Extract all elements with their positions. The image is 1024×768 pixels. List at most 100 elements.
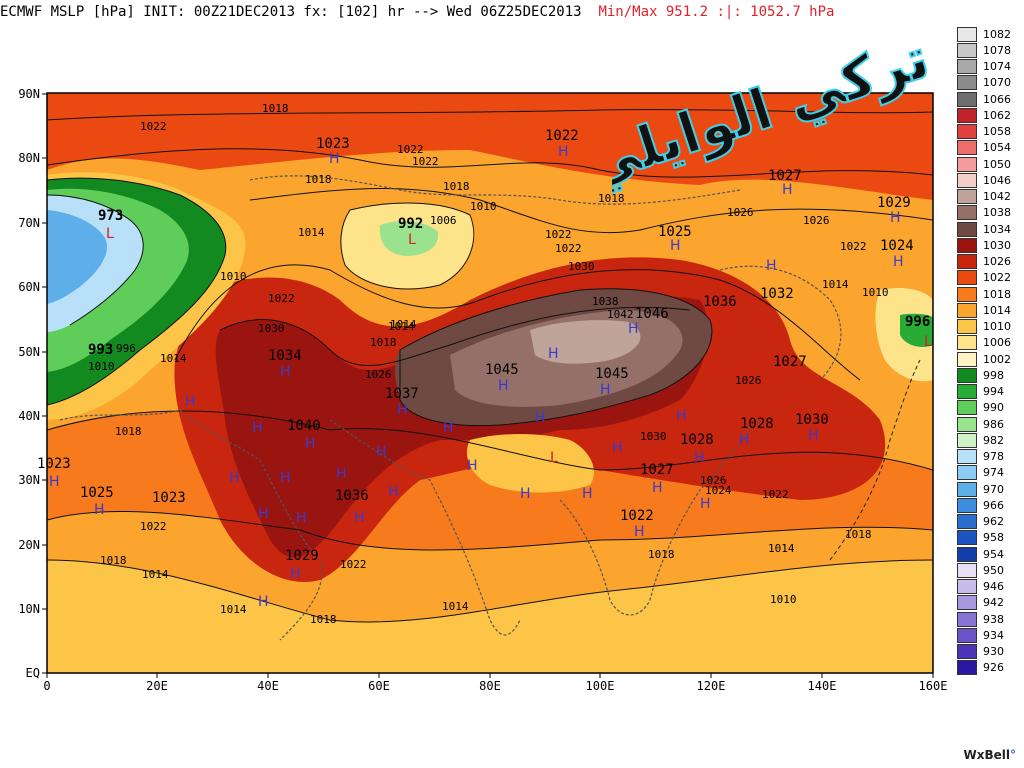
x-axis: 0 20E 40E 60E 80E 100E 120E 140E 160E [43,679,947,693]
legend-swatch [957,432,977,448]
high-symbol: H [443,420,454,436]
isobar-label: 1022 [545,128,579,144]
legend-label: 986 [983,417,1004,431]
isobar-label: 1040 [287,418,321,434]
legend-swatch [957,26,977,42]
low-value-label: 973 [98,208,123,224]
isobar-label: 1018 [100,554,127,567]
isobar-label: 1010 [470,200,497,213]
isobar-label: 1037 [385,386,419,402]
legend-row: 1074 [957,59,1019,75]
high-symbol: H [252,420,263,436]
legend-label: 982 [983,433,1004,447]
high-symbol: H [258,506,269,522]
pressure-centers: H H H H H H H H H H H H H H H H H H H H … [49,144,932,610]
legend-swatch [957,449,977,465]
legend-row: 938 [957,611,1019,627]
color-legend: 1082 1078 1074 1070 1066 1062 1058 1054 1050 1046… [957,26,1019,676]
y-axis: 90N 80N 70N 60N 50N 40N 30N 20N 10N EQ [18,87,40,680]
high-symbol: H [467,458,478,474]
isobar-label: 1022 [620,508,654,524]
high-symbol: H [808,428,819,444]
legend-swatch [957,91,977,107]
legend-swatch [957,595,977,611]
high-symbol: H [634,524,645,540]
legend-swatch [957,611,977,627]
isobar-label: 1014 [142,568,169,581]
coastline [59,409,323,641]
legend-label: 1042 [983,190,1011,204]
legend-row: 962 [957,514,1019,530]
high-symbol: H [766,258,777,274]
legend-label: 938 [983,612,1004,626]
isobar-label: 1018 [115,425,142,438]
isobar-label: 1045 [485,362,519,378]
isobar-label: 1028 [740,416,774,432]
legend-swatch [957,107,977,123]
coastlines [59,175,842,641]
legend-swatch [957,302,977,318]
legend-label: 1022 [983,271,1011,285]
isobar-label: 1024 [705,484,732,497]
high-symbol: H [739,432,750,448]
legend-label: 946 [983,580,1004,594]
high-symbol: H [670,238,681,254]
isobar-label: 1014 [442,600,469,613]
isobar-label: 1022 [555,242,582,255]
high-symbol: H [280,364,291,380]
legend-label: 1002 [983,352,1011,366]
isobar-label: 1022 [545,228,572,241]
arabic-watermark: تركي الوايلي [612,25,938,200]
legend-label: 974 [983,466,1004,480]
legend-row: 1078 [957,42,1019,58]
legend-label: 966 [983,498,1004,512]
legend-label: 970 [983,482,1004,496]
legend-label: 1034 [983,222,1011,236]
isobar-line [47,559,933,623]
high-symbol: H [258,594,269,610]
isobar-label: 1018 [305,173,332,186]
isobar-label: 1030 [258,322,285,335]
y-ticks [42,93,47,674]
legend-label: 990 [983,401,1004,415]
isobar-label: 1029 [285,548,319,564]
legend-label: 1030 [983,238,1011,252]
logo-dot-icon: ° [1010,748,1016,762]
legend-row: 1042 [957,189,1019,205]
min-max-readout: Min/Max 951.2 :|: 1052.7 hPa [598,4,835,20]
legend-label: 1010 [983,320,1011,334]
high-symbol: H [185,394,196,410]
legend-swatch [957,384,977,400]
legend-swatch [957,286,977,302]
isobar-label: 1026 [803,214,830,227]
legend-row: 1054 [957,140,1019,156]
isobar-label: 1022 [412,155,439,168]
legend-label: 1006 [983,336,1011,350]
lon-label-80e: 80E [479,679,501,693]
legend-swatch [957,270,977,286]
legend-label: 954 [983,547,1004,561]
isobar-label: 1036 [703,294,737,310]
isobar-label: 1045 [595,366,629,382]
legend-swatch [957,367,977,383]
legend-label: 994 [983,385,1004,399]
low-symbol: L [408,232,416,248]
high-symbol: H [628,321,639,337]
legend-row: 1014 [957,302,1019,318]
isobar-line [47,148,933,178]
isobar-label: 1030 [640,430,667,443]
high-symbol: H [498,378,509,394]
low-value-label: 992 [398,216,423,232]
legend-label: 1062 [983,108,1011,122]
legend-row: 950 [957,562,1019,578]
legend-label: 1014 [983,303,1011,317]
legend-swatch [957,562,977,578]
lon-label-160e: 160E [919,679,948,693]
legend-label: 978 [983,450,1004,464]
isobar-label: 1014 [220,603,247,616]
legend-row: 1026 [957,254,1019,270]
isobar-label: 1014 [768,542,795,555]
lon-label-40e: 40E [257,679,279,693]
isobar-label: 1022 [140,520,167,533]
